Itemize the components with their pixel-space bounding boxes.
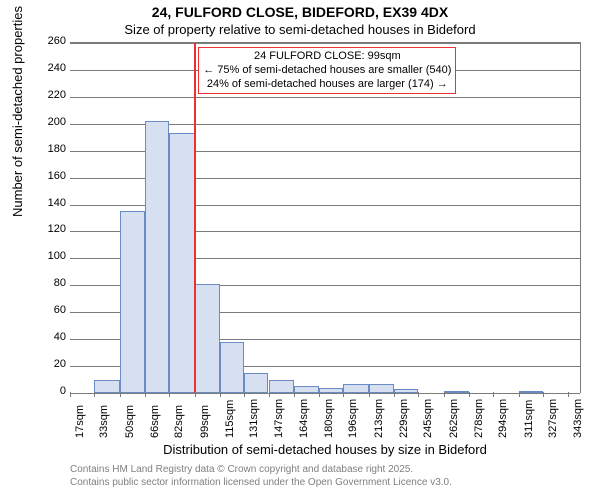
histogram-bar bbox=[120, 211, 144, 393]
x-tick-label: 131sqm bbox=[248, 399, 260, 438]
y-tick-label: 80 bbox=[6, 277, 66, 289]
x-tickmark bbox=[145, 392, 146, 397]
x-tick-label: 180sqm bbox=[323, 399, 335, 438]
y-tick-label: 240 bbox=[6, 62, 66, 74]
y-tick-label: 20 bbox=[6, 358, 66, 370]
x-tickmark bbox=[418, 392, 419, 397]
x-tick-label: 311sqm bbox=[523, 400, 535, 438]
annotation-line: 24% of semi-detached houses are larger (… bbox=[203, 78, 451, 92]
x-tickmark bbox=[343, 392, 344, 397]
y-tick-label: 40 bbox=[6, 331, 66, 343]
histogram-bar bbox=[220, 342, 244, 393]
x-axis-label: Distribution of semi-detached houses by … bbox=[70, 442, 580, 457]
x-tickmark bbox=[70, 392, 71, 397]
x-tick-label: 50sqm bbox=[124, 405, 136, 438]
histogram-bar bbox=[169, 133, 195, 393]
x-axis-tickmarks bbox=[70, 392, 580, 397]
x-tickmark bbox=[244, 392, 245, 397]
histogram-bar bbox=[145, 121, 169, 393]
footer-line-1: Contains HM Land Registry data © Crown c… bbox=[70, 464, 452, 477]
y-tick-label: 220 bbox=[6, 89, 66, 101]
x-tick-label: 99sqm bbox=[199, 405, 211, 438]
y-tick-label: 100 bbox=[6, 250, 66, 262]
x-tick-label: 229sqm bbox=[398, 399, 410, 438]
x-tickmark bbox=[369, 392, 370, 397]
x-tickmark bbox=[94, 392, 95, 397]
histogram-bar bbox=[269, 380, 295, 393]
footer-line-2: Contains public sector information licen… bbox=[70, 477, 452, 490]
x-tick-label: 327sqm bbox=[547, 399, 559, 438]
x-tick-label: 66sqm bbox=[149, 405, 161, 438]
x-tickmark bbox=[319, 392, 320, 397]
y-tick-label: 60 bbox=[6, 304, 66, 316]
x-tickmark bbox=[568, 392, 569, 397]
annotation-line: ← 75% of semi-detached houses are smalle… bbox=[203, 64, 451, 78]
x-tick-label: 196sqm bbox=[347, 399, 359, 438]
x-tick-label: 82sqm bbox=[173, 405, 185, 438]
y-tick-label: 140 bbox=[6, 197, 66, 209]
gridline bbox=[70, 97, 580, 98]
x-tick-label: 213sqm bbox=[373, 399, 385, 438]
x-tick-label: 115sqm bbox=[224, 400, 236, 438]
x-tick-label: 245sqm bbox=[422, 399, 434, 438]
x-tick-label: 147sqm bbox=[273, 399, 285, 438]
chart-container: 24, FULFORD CLOSE, BIDEFORD, EX39 4DX Si… bbox=[0, 0, 600, 500]
x-tickmark bbox=[394, 392, 395, 397]
x-tickmark bbox=[493, 392, 494, 397]
histogram-bar bbox=[244, 373, 268, 393]
x-tick-label: 33sqm bbox=[98, 405, 110, 438]
gridline bbox=[70, 43, 580, 44]
x-tick-label: 164sqm bbox=[298, 399, 310, 438]
x-tickmark bbox=[519, 392, 520, 397]
x-tickmark bbox=[120, 392, 121, 397]
chart-title-sub: Size of property relative to semi-detach… bbox=[0, 22, 600, 37]
y-tick-label: 0 bbox=[6, 385, 66, 397]
chart-footer: Contains HM Land Registry data © Crown c… bbox=[70, 464, 452, 489]
chart-title-main: 24, FULFORD CLOSE, BIDEFORD, EX39 4DX bbox=[0, 4, 600, 20]
x-tickmark bbox=[543, 392, 544, 397]
y-tick-label: 120 bbox=[6, 223, 66, 235]
x-tick-label: 278sqm bbox=[473, 399, 485, 438]
x-tickmark bbox=[269, 392, 270, 397]
x-tickmark bbox=[169, 392, 170, 397]
x-tickmark bbox=[469, 392, 470, 397]
histogram-bar bbox=[195, 284, 219, 393]
histogram-bar bbox=[94, 380, 120, 393]
reference-line bbox=[194, 43, 196, 393]
x-tick-label: 17sqm bbox=[74, 405, 86, 438]
y-tick-label: 180 bbox=[6, 143, 66, 155]
x-tickmark bbox=[195, 392, 196, 397]
x-tick-label: 343sqm bbox=[572, 399, 584, 438]
x-tickmark bbox=[220, 392, 221, 397]
y-tick-label: 260 bbox=[6, 35, 66, 47]
y-tick-label: 160 bbox=[6, 170, 66, 182]
plot-area: 24 FULFORD CLOSE: 99sqm← 75% of semi-det… bbox=[70, 42, 581, 393]
x-tick-label: 294sqm bbox=[497, 399, 509, 438]
annotation-box: 24 FULFORD CLOSE: 99sqm← 75% of semi-det… bbox=[198, 47, 456, 94]
y-tick-label: 200 bbox=[6, 116, 66, 128]
x-tickmark bbox=[294, 392, 295, 397]
x-tickmark bbox=[444, 392, 445, 397]
annotation-line: 24 FULFORD CLOSE: 99sqm bbox=[203, 50, 451, 64]
x-tick-label: 262sqm bbox=[448, 399, 460, 438]
